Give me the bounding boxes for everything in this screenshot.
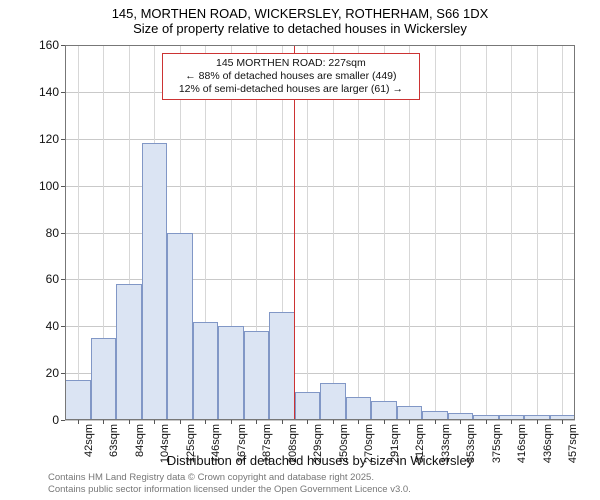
axis-border bbox=[65, 45, 575, 420]
footnote-line-1: Contains HM Land Registry data © Crown c… bbox=[48, 472, 411, 484]
x-axis-label: Distribution of detached houses by size … bbox=[65, 453, 575, 468]
y-tick-label: 140 bbox=[39, 85, 59, 99]
plot-area: 02040608010012014016042sqm63sqm84sqm104s… bbox=[65, 45, 575, 420]
footnote: Contains HM Land Registry data © Crown c… bbox=[48, 472, 411, 496]
y-tick-label: 80 bbox=[46, 226, 59, 240]
y-tick-label: 20 bbox=[46, 366, 59, 380]
y-tick-label: 120 bbox=[39, 132, 59, 146]
footnote-line-2: Contains public sector information licen… bbox=[48, 484, 411, 496]
title-subtitle: Size of property relative to detached ho… bbox=[0, 21, 600, 36]
title-address: 145, MORTHEN ROAD, WICKERSLEY, ROTHERHAM… bbox=[0, 6, 600, 21]
chart-container: 145, MORTHEN ROAD, WICKERSLEY, ROTHERHAM… bbox=[0, 0, 600, 500]
y-tick-label: 100 bbox=[39, 179, 59, 193]
y-tick-label: 160 bbox=[39, 38, 59, 52]
y-tick-label: 0 bbox=[52, 413, 59, 427]
y-tick-label: 40 bbox=[46, 319, 59, 333]
y-tick-label: 60 bbox=[46, 272, 59, 286]
title-block: 145, MORTHEN ROAD, WICKERSLEY, ROTHERHAM… bbox=[0, 0, 600, 36]
